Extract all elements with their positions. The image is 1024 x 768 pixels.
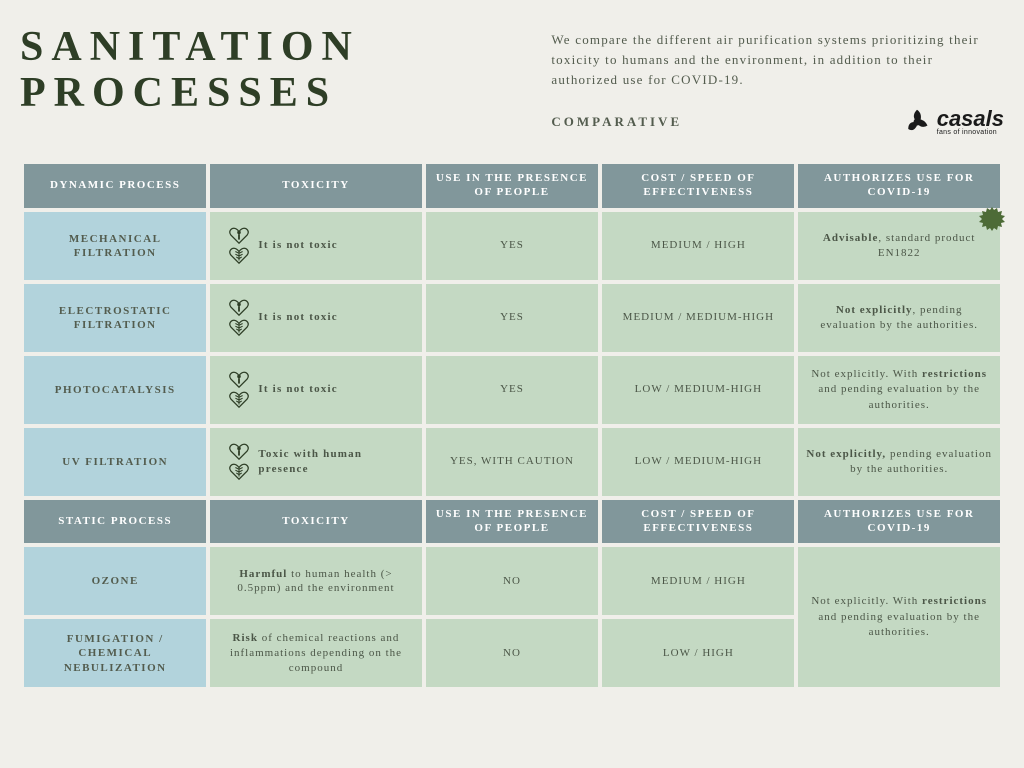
table-row: OZONE Harmful to human health (> 0.5ppm)… bbox=[24, 547, 1000, 615]
logo-tagline: fans of innovation bbox=[937, 129, 1004, 136]
toxicity-text: It is not toxic bbox=[258, 310, 337, 325]
subhead-row: COMPARATIVE casals fans of innovation bbox=[551, 108, 1004, 136]
tox-a: Risk bbox=[233, 632, 258, 644]
cell-cost: LOW / MEDIUM-HIGH bbox=[602, 428, 794, 496]
row-label: PHOTOCATALYSIS bbox=[24, 356, 206, 424]
row-label: OZONE bbox=[24, 547, 206, 615]
table-header-static: STATIC PROCESS TOXICITY USE IN THE PRESE… bbox=[24, 500, 1000, 544]
cell-toxicity: Harmful to human health (> 0.5ppm) and t… bbox=[210, 547, 421, 615]
col-toxicity: TOXICITY bbox=[210, 164, 421, 208]
cell-auth: Not explicitly, pending evaluation by th… bbox=[798, 284, 1000, 352]
cell-use: YES, WITH CAUTION bbox=[426, 428, 599, 496]
table-row: PHOTOCATALYSIS It is not toxic YES LOW /… bbox=[24, 356, 1000, 424]
heart-plant-icon bbox=[228, 391, 250, 409]
title-block: SANITATION PROCESSES bbox=[20, 24, 473, 136]
cell-use: NO bbox=[426, 619, 599, 687]
col-process: STATIC PROCESS bbox=[24, 500, 206, 544]
page-title: SANITATION PROCESSES bbox=[20, 24, 473, 116]
col-use: USE IN THE PRESENCE OF PEOPLE bbox=[426, 164, 599, 208]
title-line-1: SANITATION bbox=[20, 24, 360, 70]
cell-use: YES bbox=[426, 284, 599, 352]
cell-cost: MEDIUM / HIGH bbox=[602, 547, 794, 615]
title-line-2: PROCESSES bbox=[20, 70, 337, 116]
tox-a: Harmful bbox=[239, 568, 287, 580]
toxicity-text: It is not toxic bbox=[258, 238, 337, 253]
brand-logo: casals fans of innovation bbox=[903, 108, 1004, 136]
cell-cost: LOW / HIGH bbox=[602, 619, 794, 687]
table-row: MECHANICAL FILTRATION It is not toxic YE… bbox=[24, 212, 1000, 280]
heart-person-icon bbox=[228, 443, 250, 461]
heart-person-icon bbox=[228, 227, 250, 245]
cell-toxicity: It is not toxic bbox=[210, 284, 421, 352]
header: SANITATION PROCESSES We compare the diff… bbox=[20, 24, 1004, 136]
auth-pre: Not explicitly, bbox=[806, 448, 886, 460]
auth-pre: Not explicitly bbox=[836, 304, 913, 316]
heart-person-icon bbox=[228, 299, 250, 317]
description-text: We compare the different air purificatio… bbox=[551, 30, 1004, 90]
heart-plant-icon bbox=[228, 319, 250, 337]
cell-toxicity: Toxic with human presence bbox=[210, 428, 421, 496]
description-block: We compare the different air purificatio… bbox=[551, 24, 1004, 136]
col-use: USE IN THE PRESENCE OF PEOPLE bbox=[426, 500, 599, 544]
auth-post: , standard product EN1822 bbox=[878, 232, 976, 259]
auth-a: Not explicitly. With bbox=[811, 368, 922, 380]
cell-auth-merged: Not explicitly. With restrictions and pe… bbox=[798, 547, 1000, 687]
col-cost: COST / SPEED OF EFFECTIVENESS bbox=[602, 164, 794, 208]
cell-toxicity: Risk of chemical reactions and inflammat… bbox=[210, 619, 421, 687]
comparison-table: DYNAMIC PROCESS TOXICITY USE IN THE PRES… bbox=[20, 160, 1004, 691]
cell-auth: Not explicitly. With restrictions and pe… bbox=[798, 356, 1000, 424]
cell-auth: Advisable, standard product EN1822 bbox=[798, 212, 1000, 280]
row-label: FUMIGATION / CHEMICAL NEBULIZATION bbox=[24, 619, 206, 687]
cell-toxicity: It is not toxic bbox=[210, 356, 421, 424]
heart-person-icon bbox=[228, 371, 250, 389]
cell-toxicity: It is not toxic bbox=[210, 212, 421, 280]
toxicity-text: Toxic with human presence bbox=[258, 447, 413, 478]
cell-cost: MEDIUM / HIGH bbox=[602, 212, 794, 280]
cell-cost: MEDIUM / MEDIUM-HIGH bbox=[602, 284, 794, 352]
fan-icon bbox=[903, 108, 931, 136]
table-row: ELECTROSTATIC FILTRATION It is not toxic… bbox=[24, 284, 1000, 352]
cell-auth: Not explicitly, pending evaluation by th… bbox=[798, 428, 1000, 496]
toxicity-text: It is not toxic bbox=[258, 382, 337, 397]
table-row: UV FILTRATION Toxic with human presence … bbox=[24, 428, 1000, 496]
cell-cost: LOW / MEDIUM-HIGH bbox=[602, 356, 794, 424]
col-process: DYNAMIC PROCESS bbox=[24, 164, 206, 208]
star-badge-icon bbox=[978, 206, 1006, 234]
auth-a: Not explicitly. With bbox=[811, 595, 922, 607]
row-label: MECHANICAL FILTRATION bbox=[24, 212, 206, 280]
col-cost: COST / SPEED OF EFFECTIVENESS bbox=[602, 500, 794, 544]
col-auth: AUTHORIZES USE FOR COVID-19 bbox=[798, 164, 1000, 208]
auth-b: restrictions bbox=[922, 368, 987, 380]
col-toxicity: TOXICITY bbox=[210, 500, 421, 544]
col-auth: AUTHORIZES USE FOR COVID-19 bbox=[798, 500, 1000, 544]
auth-c: and pending evaluation by the authoritie… bbox=[818, 611, 980, 638]
cell-use: NO bbox=[426, 547, 599, 615]
subhead-label: COMPARATIVE bbox=[551, 114, 682, 130]
row-label: UV FILTRATION bbox=[24, 428, 206, 496]
logo-text: casals bbox=[937, 109, 1004, 129]
auth-c: and pending evaluation by the authoritie… bbox=[818, 383, 980, 410]
auth-pre: Advisable bbox=[823, 232, 878, 244]
row-label: ELECTROSTATIC FILTRATION bbox=[24, 284, 206, 352]
table-header-dynamic: DYNAMIC PROCESS TOXICITY USE IN THE PRES… bbox=[24, 164, 1000, 208]
auth-b: restrictions bbox=[922, 595, 987, 607]
heart-plant-icon bbox=[228, 463, 250, 481]
cell-use: YES bbox=[426, 212, 599, 280]
heart-plant-icon bbox=[228, 247, 250, 265]
cell-use: YES bbox=[426, 356, 599, 424]
